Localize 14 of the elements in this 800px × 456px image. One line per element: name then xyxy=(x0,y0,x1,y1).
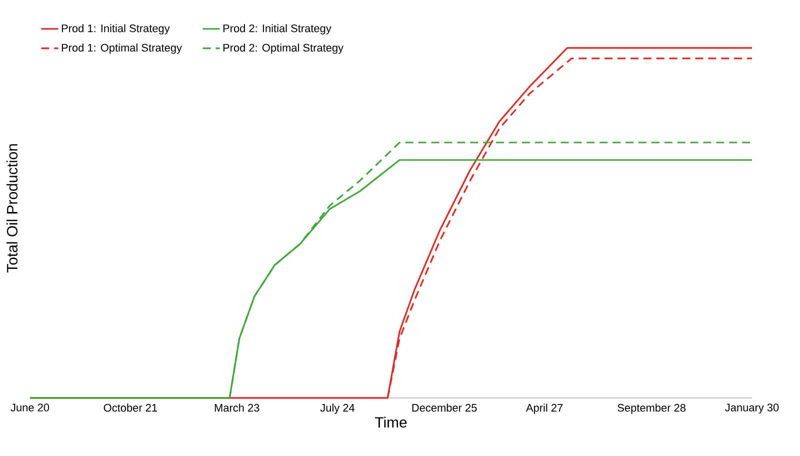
x-axis-title: Time xyxy=(375,416,407,428)
x-tick-label: July 24 xyxy=(320,404,355,414)
x-tick-label: March 23 xyxy=(214,404,260,412)
x-tick-label: December 25 xyxy=(412,404,477,412)
legend-label: Prod 2: Initial Strategy xyxy=(223,24,332,34)
legend-label: Prod 1: Optimal Strategy xyxy=(62,44,182,54)
y-axis-title: Total Oil Production xyxy=(6,144,18,272)
x-tick-label: April 27 xyxy=(526,404,563,414)
x-tick-label: June 20 xyxy=(10,404,50,412)
x-tick-label: October 21 xyxy=(104,404,158,412)
x-tick-label: January 30 xyxy=(725,404,779,414)
x-tick-label: September 28 xyxy=(618,404,686,414)
legend-label: Prod 2: Optimal Strategy xyxy=(223,44,344,54)
legend-label: Prod 1: Initial Strategy xyxy=(62,24,170,34)
